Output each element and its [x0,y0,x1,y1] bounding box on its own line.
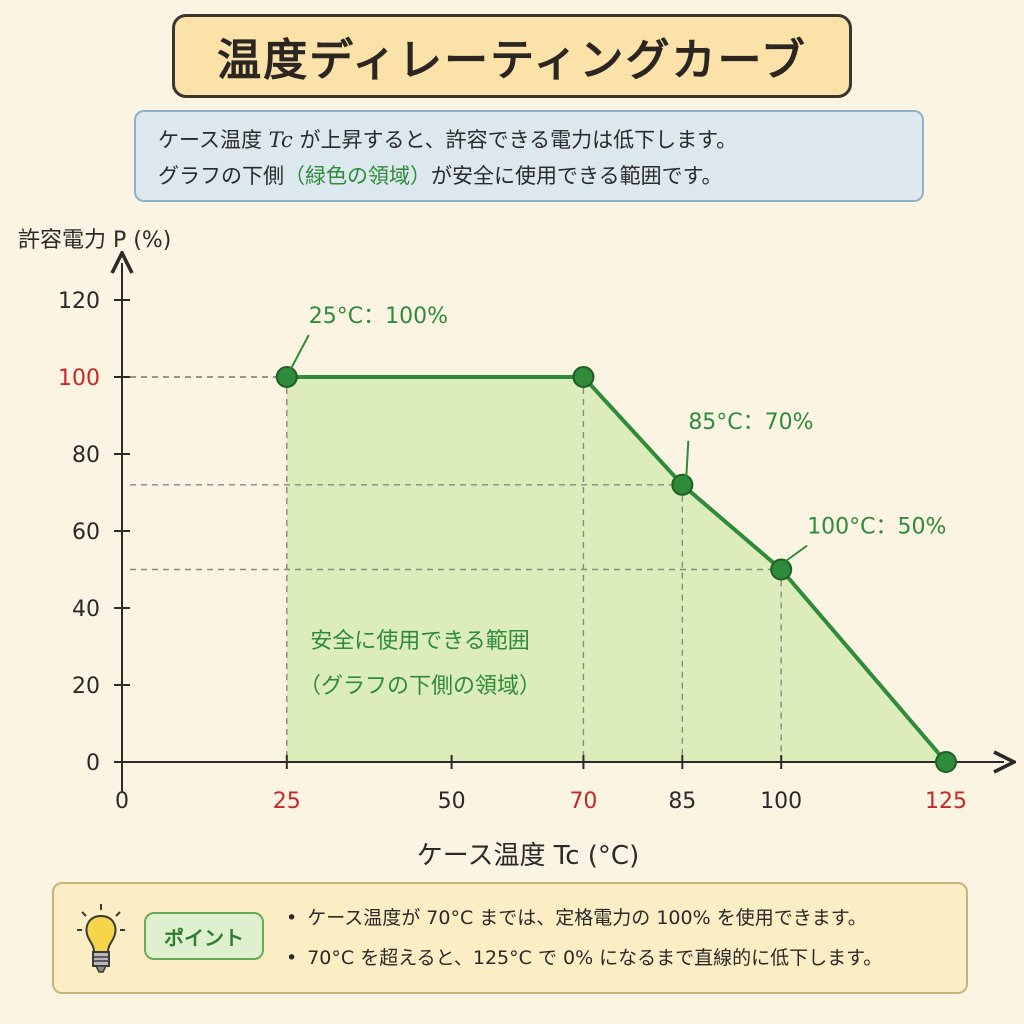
point-item-1: ケース温度が 70°C までは、定格電力の 100% を使用できます。 [286,898,882,938]
y-tick-label: 20 [72,674,100,699]
y-tick-label: 0 [86,751,100,776]
page-title: 温度ディレーティングカーブ [217,35,807,86]
y-tick-label: 120 [58,289,100,314]
title-banner: 温度ディレーティングカーブ [172,14,852,98]
point-list: ケース温度が 70°C までは、定格電力の 100% を使用できます。 70°C… [286,898,882,978]
y-tick-label: 40 [72,597,100,622]
x-tick-label: 70 [569,789,597,814]
data-point [671,473,694,496]
description-box: ケース温度 Tc が上昇すると、許容できる電力は低下します。 グラフの下側（緑色… [134,110,924,202]
region-label-2: （グラフの下側の領域） [299,674,541,699]
y-axis-label: 許容電力 P (%) [18,228,171,253]
annotation-label: 100°C：50% [807,515,946,540]
annotation-label: 25°C：100% [309,304,448,329]
y-tick-label: 100 [58,366,100,391]
x-tick-label: 125 [925,789,967,814]
point-badge: ポイント [144,912,264,960]
annotation-label: 85°C：70% [688,410,813,435]
annotation-leader [685,440,690,477]
derating-chart: 0 20 40 60 80 100 120 0 25 50 70 85 100 125 許容電力 P (%)… [18,228,1024,871]
data-point [275,366,298,388]
point-item-2: 70°C を超えると、125°C で 0% になるまで直線的に低下します。 [286,938,882,978]
lightbulb-icon [77,904,125,973]
x-tick-label: 50 [438,789,466,814]
x-axis-label: ケース温度 Tc (°C) [417,841,639,871]
region-label-1: 安全に使用できる範囲 [310,629,530,654]
y-tick-label: 80 [72,443,100,468]
point-box: ポイント ケース温度が 70°C までは、定格電力の 100% を使用できます。… [52,882,968,994]
x-tick-label: 25 [273,789,301,814]
x-tick-label: 100 [760,789,802,814]
x-tick-label: 85 [668,789,696,814]
x-tick-label: 0 [115,789,129,814]
data-point [770,558,793,581]
annotation-leader [289,334,310,370]
description-line-2: グラフの下側（緑色の領域）が安全に使用できる範囲です。 [158,164,723,188]
data-point [935,751,957,773]
description-line-1: ケース温度 Tc が上昇すると、許容できる電力は低下します。 [158,128,738,152]
y-tick-label: 60 [72,520,100,545]
annotation-leader [784,544,808,563]
data-point [572,366,595,388]
